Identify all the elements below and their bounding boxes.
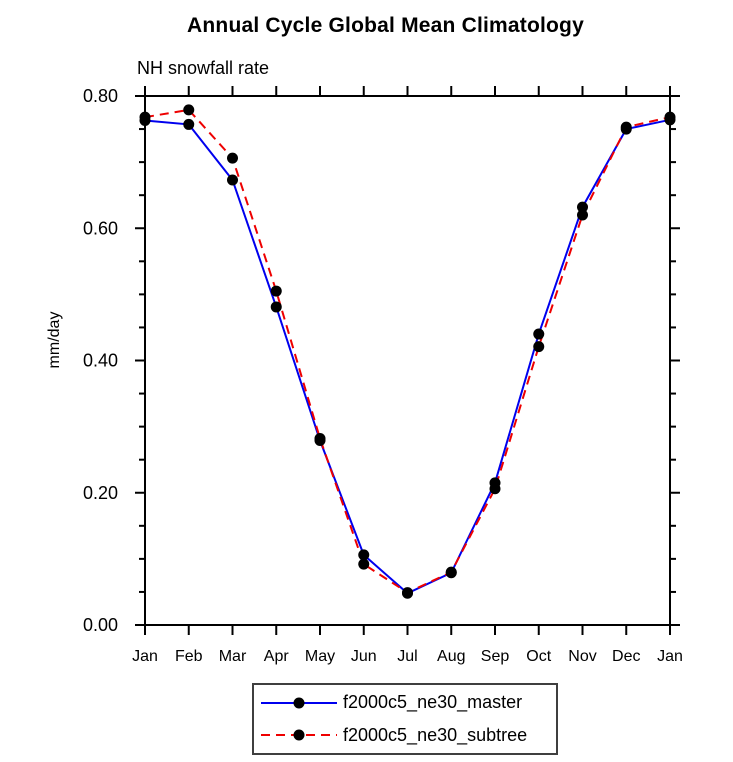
data-point-marker xyxy=(402,587,413,599)
x-tick-label: Nov xyxy=(568,648,596,665)
x-tick-label: Aug xyxy=(437,648,465,665)
plot-frame xyxy=(144,95,671,626)
data-point-marker xyxy=(577,201,588,213)
data-point-marker xyxy=(533,341,545,353)
legend-label-master: f2000c5_ne30_master xyxy=(343,692,523,713)
data-point-marker xyxy=(620,121,632,133)
legend-marker-dot xyxy=(293,697,305,709)
legend-box: f2000c5_ne30_master f2000c5_ne30_subtree xyxy=(252,683,558,755)
x-tick-label: Jan xyxy=(657,648,683,665)
legend-item-master: f2000c5_ne30_master xyxy=(254,688,556,718)
plot-area: 0.00 0.20 0.40 0.60 0.80 Jan Feb Mar Apr May Jun Ju… xyxy=(83,86,683,665)
data-point-marker xyxy=(183,118,195,130)
data-point-marker xyxy=(227,152,238,164)
x-tick-label: Apr xyxy=(264,648,290,665)
y-tick-label: 0.80 xyxy=(83,86,118,106)
x-tick-label: Dec xyxy=(612,648,640,665)
series-line-f2000c5_ne30_subtree xyxy=(144,108,671,594)
data-point-marker xyxy=(489,483,501,495)
data-point-marker xyxy=(533,328,545,340)
chart-subtitle: NH snowfall rate xyxy=(137,58,270,78)
x-tick-label: Feb xyxy=(175,648,203,665)
data-point-marker xyxy=(227,174,238,186)
x-tick-label: Jun xyxy=(351,648,377,665)
data-point-marker xyxy=(358,549,370,561)
data-point-marker xyxy=(270,285,282,297)
x-tick-label: Jan xyxy=(132,648,158,665)
series-line-f2000c5_ne30_master xyxy=(144,118,671,595)
data-point-marker xyxy=(270,301,282,313)
data-point-marker xyxy=(358,558,370,570)
legend-line-sample-subtree xyxy=(261,729,337,741)
x-tick-label: Sep xyxy=(481,648,510,665)
x-tick-label: May xyxy=(305,648,335,665)
data-point-marker xyxy=(664,111,676,123)
data-point-marker xyxy=(183,104,195,116)
x-tick-label: Jul xyxy=(397,648,417,665)
y-tick-label: 0.60 xyxy=(83,218,118,238)
y-tick-label: 0.40 xyxy=(83,351,118,371)
x-tick-label: Oct xyxy=(526,648,551,665)
chart-title: Annual Cycle Global Mean Climatology xyxy=(187,14,584,37)
legend-item-subtree: f2000c5_ne30_subtree xyxy=(254,720,556,750)
data-point-marker xyxy=(577,209,588,221)
x-tick-label: Mar xyxy=(219,648,247,665)
y-tick-label: 0.20 xyxy=(83,483,118,503)
legend-label-subtree: f2000c5_ne30_subtree xyxy=(343,724,528,745)
data-point-marker xyxy=(445,566,457,578)
data-point-marker xyxy=(139,111,151,123)
data-point-marker xyxy=(314,433,326,445)
legend-marker-dot xyxy=(293,729,305,741)
y-tick-label: 0.00 xyxy=(83,615,118,635)
legend-line-sample-master xyxy=(261,697,337,709)
